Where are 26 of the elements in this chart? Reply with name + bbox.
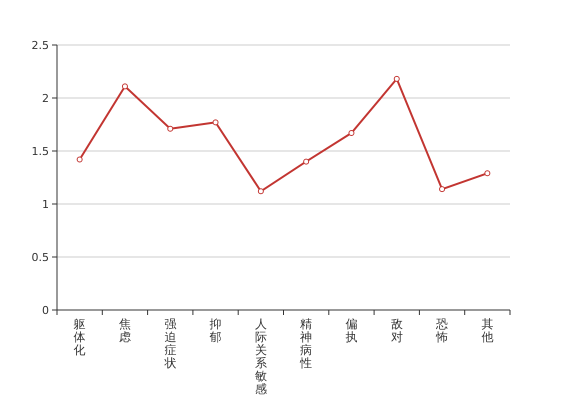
x-tick-label: 焦虑 [118, 317, 131, 344]
y-tick-label: 2 [42, 92, 49, 105]
point [348, 130, 354, 136]
x-tick-label: 人际关系敏感 [254, 317, 267, 396]
point [394, 76, 400, 82]
point [122, 83, 128, 90]
x-tick-label: 强迫症状 [163, 317, 176, 370]
y-tick-label: 1 [42, 198, 49, 211]
point [212, 119, 219, 126]
point [167, 126, 174, 132]
x-tick-label: 抑郁 [210, 317, 222, 344]
x-tick-label: 精神病性 [299, 317, 312, 370]
y-tick-label: 1.5 [32, 145, 49, 158]
point [439, 186, 446, 192]
x-tick-label: 恐怖 [435, 317, 448, 344]
y-tick-label: 2.5 [32, 39, 49, 52]
x-tick-label: 敌对 [390, 317, 403, 344]
point [258, 188, 264, 194]
point [484, 170, 490, 176]
y-tick-label: 0.5 [32, 251, 49, 264]
point [303, 158, 310, 165]
x-tick-label: 躯体化 [74, 317, 86, 357]
x-tick-label: 偏执 [345, 317, 358, 344]
point [76, 156, 83, 162]
y-tick-label: 0 [42, 304, 49, 317]
x-tick-label: 其他 [481, 317, 494, 344]
